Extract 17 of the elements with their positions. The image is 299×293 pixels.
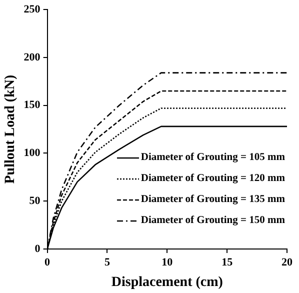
- y-tick-label: 50: [29, 194, 41, 207]
- y-tick-label: 200: [24, 51, 41, 64]
- legend-label: Diameter of Grouting = 120 mm: [140, 173, 285, 184]
- x-tick-label: 10: [162, 256, 174, 268]
- x-tick-label: 15: [222, 256, 234, 268]
- y-axis-title: Pullout Load (kN): [3, 74, 18, 184]
- x-tick-label: 0: [44, 256, 51, 268]
- legend-label: Diameter of Grouting = 105 mm: [140, 152, 285, 163]
- x-axis-title: Displacement (cm): [111, 275, 224, 290]
- legend-label: Diameter of Grouting = 150 mm: [140, 215, 285, 226]
- x-tick-label: 20: [282, 256, 293, 268]
- y-tick-label: 150: [24, 99, 41, 112]
- y-tick-label: 250: [24, 3, 41, 16]
- x-tick-label: 5: [104, 256, 110, 268]
- legend-label: Diameter of Grouting = 135 mm: [140, 194, 285, 205]
- y-tick-label: 0: [34, 242, 41, 255]
- y-tick-label: 100: [24, 147, 41, 160]
